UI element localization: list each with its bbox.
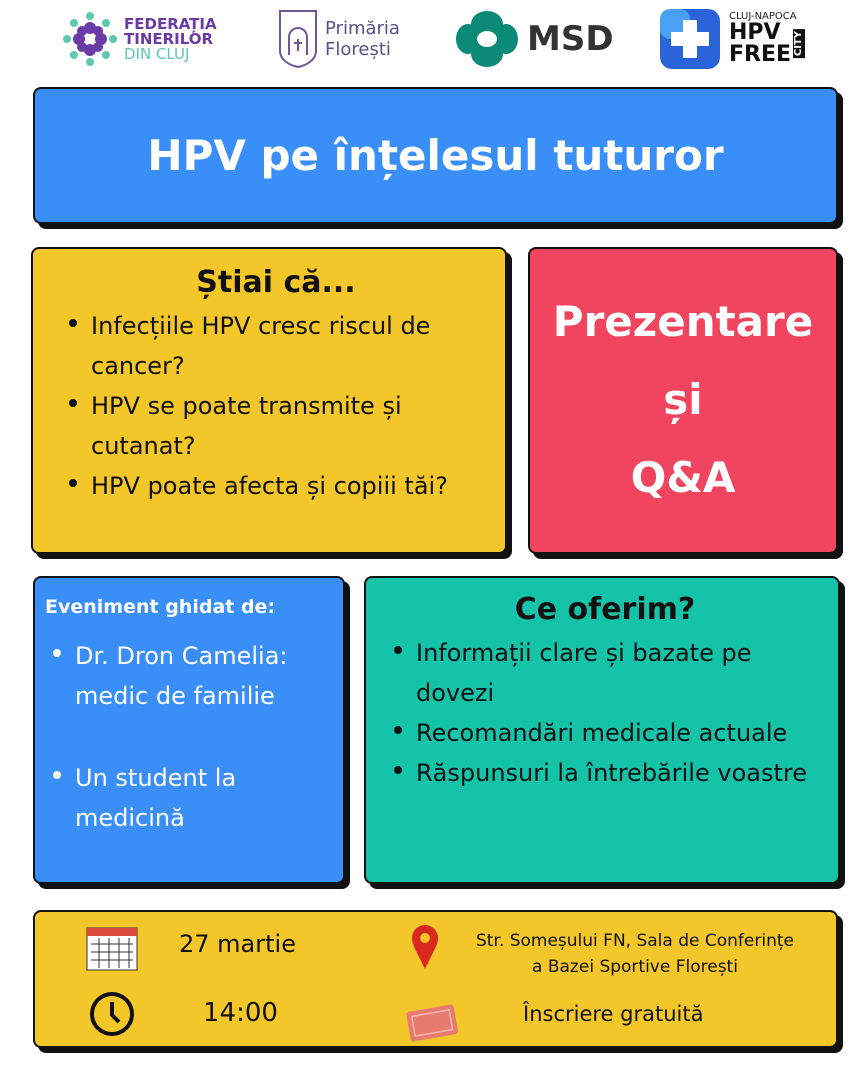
location-line1: Str. Someșului FN, Sala de Conferințe bbox=[476, 931, 794, 951]
coat-of-arms-icon bbox=[279, 10, 317, 69]
presentation-line2: și bbox=[663, 375, 703, 424]
presentation-panel: Prezentare și Q&A bbox=[528, 247, 838, 554]
ftc-line1: FEDERAȚIA bbox=[124, 14, 217, 33]
primaria-line2: Florești bbox=[325, 39, 391, 60]
offer-item: Răspunsuri la întrebările voastre bbox=[386, 753, 824, 793]
msd-symbol-icon bbox=[456, 11, 518, 67]
ftc-logo: FEDERAȚIA TINERILOR DIN CLUJ bbox=[62, 6, 217, 72]
fact-item: HPV poate afecta și copiii tăi? bbox=[61, 466, 491, 506]
guide-item: Un student la medicină bbox=[45, 758, 333, 838]
event-location: Str. Someșului FN, Sala de Conferințe a … bbox=[440, 928, 830, 980]
details-panel: 27 martie 14:00 Str. Someșului FN, Sala … bbox=[33, 910, 838, 1048]
presentation-line1: Prezentare bbox=[552, 297, 814, 346]
clock-icon bbox=[90, 992, 134, 1036]
location-line2: a Bazei Sportive Florești bbox=[532, 957, 738, 977]
ftc-line2: TINERILOR bbox=[124, 29, 214, 48]
title-banner: HPV pe înțelesul tuturor bbox=[33, 87, 838, 224]
offer-item: Recomandări medicale actuale bbox=[386, 713, 824, 753]
guides-heading: Eveniment ghidat de: bbox=[45, 596, 276, 618]
offer-panel: Ce oferim? Informații clare și bazate pe… bbox=[364, 576, 840, 884]
hpv-free-logo: CLUJ-NAPOCA HPV FREE CITY bbox=[657, 6, 806, 72]
offer-heading: Ce oferim? bbox=[514, 592, 696, 627]
hpv-free-line1: HPV bbox=[729, 20, 781, 45]
hpv-free-top: CLUJ-NAPOCA bbox=[729, 11, 797, 22]
primaria-logo: Primăria Florești bbox=[277, 6, 400, 72]
location-pin-icon bbox=[412, 925, 438, 969]
facts-panel: Știai că... Infecțiile HPV cresc riscul … bbox=[31, 247, 507, 554]
presentation-line3: Q&A bbox=[630, 453, 736, 502]
msd-logo: MSD bbox=[455, 6, 614, 72]
guides-panel: Eveniment ghidat de: Dr. Dron Camelia: m… bbox=[33, 576, 345, 884]
guide-item: Dr. Dron Camelia: medic de familie bbox=[45, 636, 333, 716]
ticket-icon bbox=[406, 1004, 458, 1042]
offer-list: Informații clare și bazate pe dovezi Rec… bbox=[386, 633, 824, 793]
offer-item: Informații clare și bazate pe dovezi bbox=[386, 633, 824, 713]
registration-info: Înscriere gratuită bbox=[523, 1002, 704, 1026]
ftc-line3: DIN CLUJ bbox=[124, 44, 190, 63]
fact-item: Infecțiile HPV cresc riscul de cancer? bbox=[61, 306, 491, 386]
medical-cross-icon bbox=[660, 9, 720, 69]
event-time: 14:00 bbox=[203, 998, 278, 1028]
hpv-free-side: CITY bbox=[793, 29, 806, 59]
facts-list: Infecțiile HPV cresc riscul de cancer? H… bbox=[61, 306, 491, 506]
fact-item: HPV se poate transmite și cutanat? bbox=[61, 386, 491, 466]
facts-heading: Știai că... bbox=[196, 265, 356, 300]
page-title: HPV pe înțelesul tuturor bbox=[147, 131, 724, 180]
flower-icon bbox=[63, 12, 117, 66]
msd-text: MSD bbox=[527, 19, 614, 59]
event-date: 27 martie bbox=[179, 930, 296, 958]
guides-list: Dr. Dron Camelia: medic de familie Un st… bbox=[45, 636, 333, 838]
hpv-free-line2: FREE bbox=[729, 42, 792, 67]
primaria-line1: Primăria bbox=[325, 18, 400, 39]
calendar-icon bbox=[86, 927, 138, 971]
